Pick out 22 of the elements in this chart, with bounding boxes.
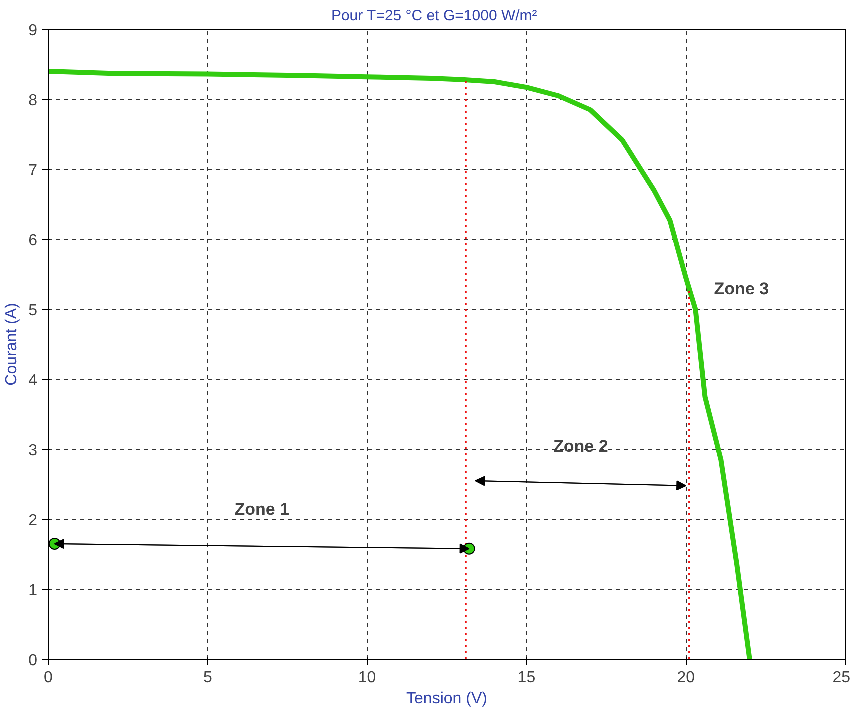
y-tick-label: 4 [28, 372, 38, 390]
y-tick-label: 3 [28, 442, 38, 460]
y-tick-label: 6 [28, 232, 38, 250]
chart-title: Pour T=25 °C et G=1000 W/m² [331, 8, 538, 24]
x-tick-label: 15 [518, 670, 536, 686]
x-tick-label: 5 [203, 670, 212, 686]
y-tick-label: 9 [28, 22, 38, 40]
x-tick-label: 20 [677, 670, 696, 686]
y-tick-label: 5 [28, 302, 38, 320]
y-tick-label: 1 [28, 582, 38, 600]
annotation: Zone 2 [554, 437, 608, 456]
y-tick-label: 8 [28, 92, 38, 110]
y-tick-label: 0 [28, 652, 38, 670]
y-tick-label: 2 [28, 512, 38, 530]
x-tick-label: 25 [832, 670, 851, 686]
x-axis-title: Tension (V) [406, 690, 488, 708]
y-axis-title: Courant (A) [4, 303, 21, 386]
x-tick-label: 0 [44, 670, 54, 686]
annotation: Zone 1 [234, 500, 290, 519]
x-tick-label: 10 [358, 670, 376, 686]
annotation: Zone 3 [714, 280, 770, 298]
y-tick-label: 7 [28, 162, 38, 180]
